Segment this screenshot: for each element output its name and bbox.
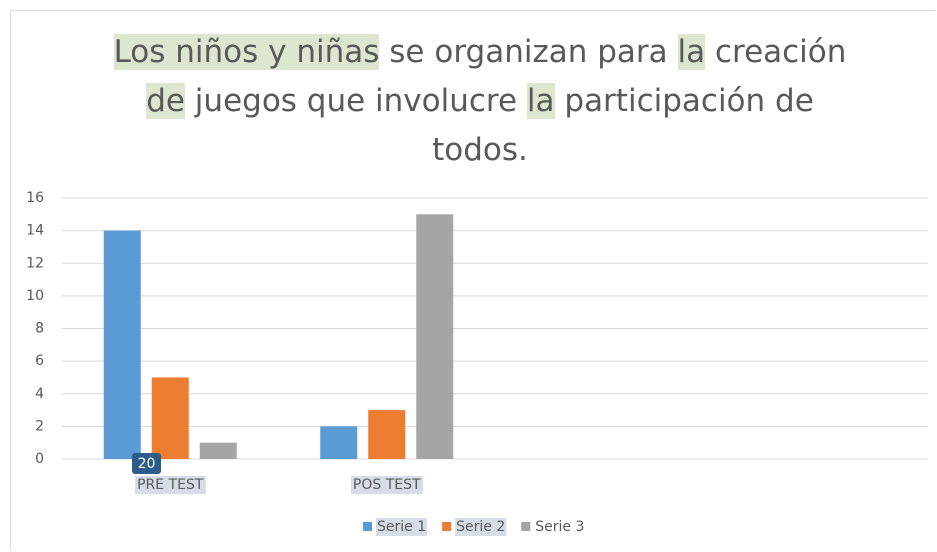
badge-label: 20 xyxy=(138,456,156,472)
label-highlight xyxy=(376,518,428,536)
y-tick-label: 12 xyxy=(26,255,44,271)
label-highlight xyxy=(135,476,206,494)
bar xyxy=(416,214,454,459)
y-tick-label: 0 xyxy=(35,451,44,467)
legend-swatch xyxy=(442,522,452,531)
title-segment: de xyxy=(146,83,185,119)
title-segment: se organizan para xyxy=(379,34,678,70)
title-segment: juegos que involucre xyxy=(184,83,527,119)
bar xyxy=(368,410,406,459)
chart-frame xyxy=(10,10,935,550)
y-tick-label: 4 xyxy=(35,386,44,402)
title-segment: la xyxy=(677,34,706,70)
title-segment: Los niños y niñas xyxy=(113,34,380,70)
bar xyxy=(320,426,358,459)
y-tick-label: 16 xyxy=(26,190,44,206)
badge xyxy=(132,453,161,474)
y-tick-label: 2 xyxy=(35,418,44,434)
label-highlight xyxy=(455,518,507,536)
y-tick-label: 6 xyxy=(35,353,44,369)
y-tick-label: 14 xyxy=(26,223,44,239)
y-tick-label: 8 xyxy=(35,321,44,337)
x-tick-label: POS TEST xyxy=(353,477,421,493)
bar xyxy=(199,442,237,459)
x-tick-label: PRE TEST xyxy=(137,477,204,493)
y-tick-label: 10 xyxy=(26,288,44,304)
chart-title: Los niños y niñas se organizan para la c… xyxy=(0,28,937,175)
bar xyxy=(103,230,141,459)
legend-label: Serie 1 xyxy=(377,519,426,535)
bar xyxy=(151,377,189,459)
title-segment: la xyxy=(526,83,555,119)
legend-label: Serie 2 xyxy=(456,519,505,535)
title-line: Los niños y niñas se organizan para la c… xyxy=(0,28,937,77)
label-highlight xyxy=(350,476,424,494)
title-line: todos. xyxy=(0,126,937,175)
title-segment: creación xyxy=(705,34,847,70)
title-line: de juegos que involucre la participación… xyxy=(0,77,937,126)
legend-label: Serie 3 xyxy=(535,519,584,535)
legend-swatch xyxy=(363,522,372,531)
legend-swatch xyxy=(521,522,531,531)
title-segment: participación de xyxy=(554,83,814,119)
title-segment: todos. xyxy=(432,132,528,168)
